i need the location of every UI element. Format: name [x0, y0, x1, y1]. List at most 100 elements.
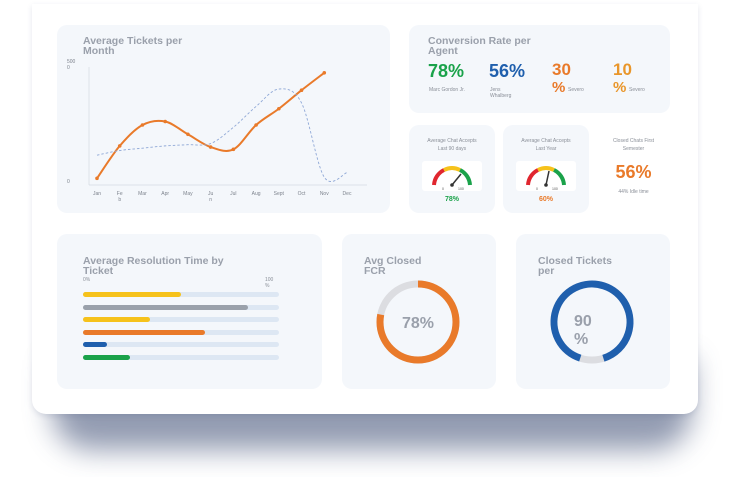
x-tick-label: Oct	[298, 191, 306, 197]
agent-2-value: 56%	[489, 61, 526, 81]
chat-accepts-90-card: Average Chat Accepts Last 90 days 0 100 …	[409, 125, 495, 213]
series-point	[231, 147, 236, 152]
closed-tickets-percent: %	[574, 331, 588, 348]
agent-4-percent: %	[613, 79, 627, 96]
closed-chats-title-line2: Semester	[622, 146, 645, 152]
closed-chats-value: 56%	[615, 162, 652, 182]
x-tick-label: Jan	[93, 191, 101, 197]
agent-1-name: Marc Gordon Jr.	[429, 87, 465, 93]
x-tick-label: Ju	[208, 191, 214, 197]
dashboard: Average Tickets per Month 500 0 0 Jan Fe b Mar…	[32, 4, 698, 414]
avg-closed-title-line1: Avg Closed	[364, 255, 422, 267]
x-tick-label: Nov	[320, 191, 329, 197]
agent-2-name-line2: Whalberg	[490, 93, 512, 99]
resolution-bar-track	[83, 292, 279, 297]
avg-closed-progress-arc	[376, 280, 460, 364]
agent-1-value: 78%	[428, 61, 465, 81]
resolution-bar-fill	[83, 354, 131, 360]
gauge-90-days: 0 100	[422, 161, 482, 191]
resolution-bar-track	[83, 342, 279, 347]
series-dashed-line	[96, 88, 348, 182]
closed-tickets-title-line2: per	[538, 265, 555, 277]
resolution-bar-fill	[83, 292, 181, 297]
resolution-bar-track	[83, 317, 279, 322]
series-point	[163, 119, 167, 124]
avg-tickets-title-line2: Month	[83, 45, 115, 57]
gauge-year-max-label: 100	[552, 187, 558, 191]
resolution-title: Average Resolution Time by Ticket	[83, 255, 224, 277]
agent-4-name: Severo	[629, 87, 645, 93]
gauge-90-min-label: 0	[442, 187, 444, 191]
gauge-last-year: 0 100	[516, 161, 576, 191]
chat-accepts-year-title-line1: Average Chat Accepts	[521, 138, 571, 144]
gauge-90-max-label: 100	[458, 187, 464, 191]
avg-closed-title-line2: FCR	[364, 265, 386, 277]
x-tick-label: Aug	[252, 191, 261, 197]
agent-2-name: Jens	[490, 87, 501, 93]
chat-accepts-90-value: 78%	[444, 196, 459, 203]
chat-accepts-year-value: 60%	[538, 196, 553, 203]
resolution-axis-min: 0%	[83, 277, 91, 283]
chat-accepts-90-title: Average Chat Accepts Last 90 days	[409, 138, 495, 152]
y-tick-label: 0	[67, 179, 70, 185]
x-tick-label-wrap: b	[118, 197, 121, 203]
avg-tickets-title: Average Tickets per Month	[83, 35, 183, 57]
series-point	[117, 144, 122, 148]
agent-3-percent: %	[552, 79, 566, 96]
closed-chats-title: Closed Chats First Semester	[597, 138, 670, 152]
avg-closed-title: Avg Closed FCR	[364, 255, 422, 277]
series-point	[299, 88, 304, 92]
agent-3-value: 30	[552, 60, 571, 79]
x-tick-label: May	[183, 191, 193, 197]
agent-3-name: Severo	[568, 87, 584, 93]
x-tick-label: Fe	[117, 191, 123, 197]
conversion-title-line2: Agent	[428, 45, 458, 57]
chat-accepts-90-title-line2: Last 90 days	[437, 146, 467, 152]
resolution-bar-fill	[83, 342, 107, 347]
resolution-bar-fill	[83, 304, 248, 310]
chat-accepts-year-card: Average Chat Accepts Last Year 0 100 60%	[503, 125, 589, 213]
closed-tickets-progress-arc	[550, 280, 634, 364]
resolution-title-line2: Ticket	[83, 265, 114, 277]
y-tick-label: 500	[67, 59, 76, 65]
series-point	[95, 176, 99, 181]
series-point	[208, 145, 213, 149]
avg-tickets-title-line1: Average Tickets per	[83, 35, 183, 47]
x-tick-label: Mar	[138, 191, 147, 197]
agent-4-value: 10	[613, 60, 632, 79]
resolution-axis-max: 100	[265, 277, 274, 283]
conversion-card: Conversion Rate per Agent 78% Marc Gordo…	[409, 25, 670, 113]
chat-accepts-90-title-line1: Average Chat Accepts	[427, 138, 477, 144]
conversion-title-line1: Conversion Rate per	[428, 35, 531, 47]
series-point	[140, 123, 145, 127]
resolution-title-line1: Average Resolution Time by	[83, 255, 224, 267]
x-tick-label: Apr	[161, 191, 169, 197]
closed-tickets-title-line1: Closed Tickets	[538, 255, 612, 267]
closed-chats-title-line1: Closed Chats First	[612, 138, 655, 144]
closed-tickets-title: Closed Tickets per	[538, 255, 612, 277]
resolution-axis-max-unit: %	[265, 283, 270, 289]
closed-chats-panel: Closed Chats First Semester 56% 44% Idle…	[597, 125, 670, 213]
series-point	[277, 106, 281, 111]
gauge-year-min-label: 0	[536, 187, 538, 191]
conversion-title: Conversion Rate per Agent	[428, 35, 531, 57]
avg-closed-value: 78%	[402, 315, 434, 332]
series-point	[186, 132, 190, 137]
series-solid-line	[96, 72, 325, 179]
avg-tickets-card: Average Tickets per Month 500 0 0 Jan Fe b Mar…	[57, 25, 390, 213]
chat-accepts-year-title-line2: Last Year	[535, 146, 557, 152]
resolution-bar-fill	[83, 317, 150, 322]
x-tick-label: Jul	[230, 191, 236, 197]
closed-tickets-value: 90	[574, 313, 592, 330]
resolution-bar-track	[83, 304, 279, 310]
closed-tickets-card: Closed Tickets per 90 %	[516, 234, 670, 389]
avg-closed-card: Avg Closed FCR 78%	[342, 234, 496, 389]
closed-chats-sub: 44% Idle time	[618, 189, 649, 195]
resolution-bar-track	[83, 329, 279, 335]
resolution-bar-track	[83, 354, 279, 360]
x-tick-label-wrap: n	[209, 197, 212, 203]
x-tick-label: Dec	[343, 191, 352, 197]
y-tick-label: 0	[67, 65, 70, 71]
resolution-bar-fill	[83, 329, 205, 335]
